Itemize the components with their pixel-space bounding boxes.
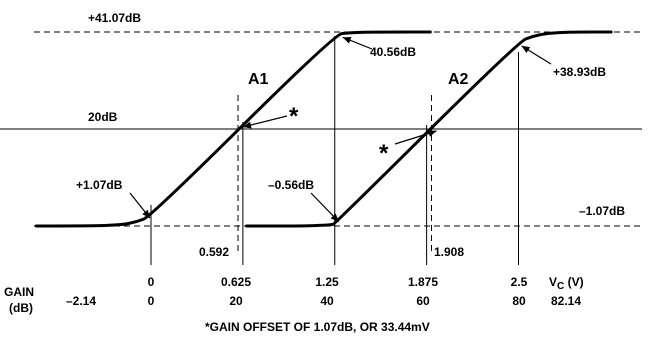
series-label-a1: A1 (248, 71, 269, 88)
x-axis-label-main: V (549, 275, 557, 289)
series-line-a1 (34, 30, 432, 228)
annotation-a2-bottom: –0.56dB (268, 178, 314, 192)
annotation-a1-bottom: +1.07dB (76, 178, 123, 192)
x-axis-label: VC (V) (549, 275, 584, 292)
x-axis-label-sub: C (557, 281, 564, 292)
marker-label-0592: 0.592 (199, 245, 229, 259)
annotation-asterisk-a1: * (289, 103, 299, 130)
annotation-asterisk-a2: * (379, 140, 389, 167)
x-tick-label: 2.5 (511, 275, 528, 289)
gain-axis-label-line2: (dB) (9, 301, 33, 315)
leader-a2-bottom-head (330, 213, 339, 222)
x-tick-label: 0.625 (221, 275, 251, 289)
leader-a2-top-head (521, 45, 531, 54)
gain-tick-label: 82.14 (551, 294, 581, 308)
gain-tick-label: 0 (148, 294, 155, 308)
ref-label-top: +41.07dB (88, 11, 141, 25)
gain-tick-label: 20 (229, 294, 243, 308)
leader-a1-bottom-head (142, 209, 150, 219)
series-line-a2 (245, 30, 613, 228)
gain-tick-label: 80 (512, 294, 526, 308)
gain-axis-label-line1: GAIN (4, 285, 34, 299)
x-tick-label: 0 (148, 275, 155, 289)
x-axis-label-unit: (V) (564, 275, 583, 289)
leader-a1-top-head (342, 37, 352, 44)
x-tick-label: 1.875 (408, 275, 438, 289)
gain-tick-label: –2.14 (66, 294, 96, 308)
ref-label-mid: 20dB (88, 110, 118, 124)
marker-label-1908: 1.908 (434, 245, 464, 259)
annotation-a2-top: +38.93dB (553, 65, 606, 79)
footnote: *GAIN OFFSET OF 1.07dB, OR 33.44mV (205, 320, 430, 334)
gain-tick-label: 40 (320, 294, 334, 308)
annotation-a1-top: 40.56dB (370, 45, 416, 59)
x-tick-label: 1.25 (315, 275, 339, 289)
leader-asterisk-a1-head (243, 121, 252, 129)
gain-tick-label: 60 (416, 294, 430, 308)
series-label-a2: A2 (448, 71, 469, 88)
ref-label-bottom: –1.07dB (579, 204, 625, 218)
leader-asterisk-a2-head (427, 130, 437, 137)
